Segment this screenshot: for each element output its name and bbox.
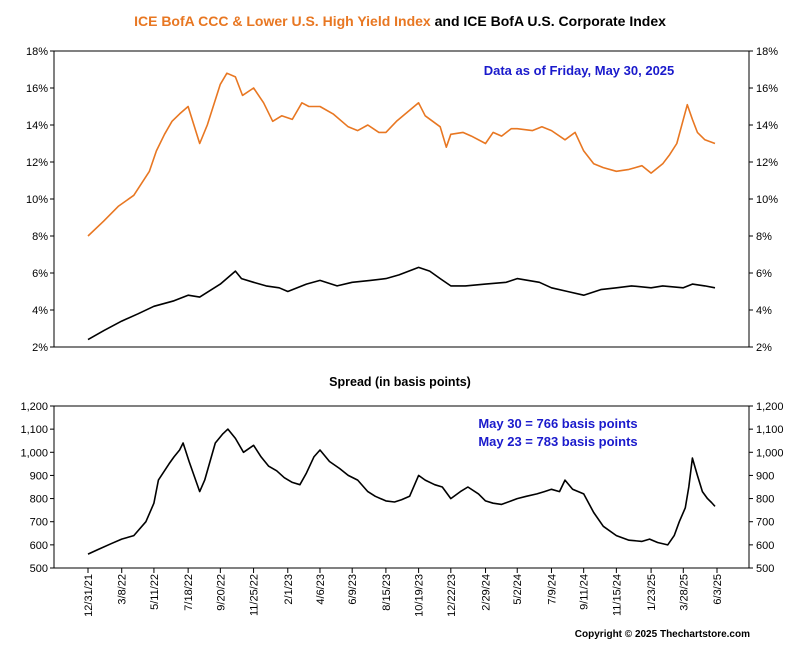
spread-note-may30: May 30 = 766 basis points <box>478 416 637 431</box>
x-tick-label: 1/23/25 <box>646 574 658 611</box>
bottom-y-tick-label-right: 1,000 <box>756 447 784 459</box>
x-tick-label: 11/15/24 <box>611 574 623 616</box>
x-tick-label: 8/15/23 <box>381 574 393 611</box>
top-y-tick-label-right: 2% <box>756 342 772 354</box>
bottom-y-tick-label-left: 1,200 <box>20 401 48 413</box>
bottom-y-tick-label-left: 1,000 <box>20 447 48 459</box>
top-y-tick-label-right: 12% <box>756 157 778 169</box>
bottom-y-tick-label-right: 1,200 <box>756 401 784 413</box>
chart-title-ccc: ICE BofA CCC & Lower U.S. High Yield Ind… <box>134 13 431 29</box>
x-tick-label: 2/29/24 <box>481 574 493 611</box>
top-plot-frame <box>53 50 750 348</box>
spread-title: Spread (in basis points) <box>329 375 471 389</box>
top-y-tick-label-left: 4% <box>32 305 48 317</box>
bottom-y-tick-label-left: 600 <box>30 540 48 552</box>
top-y-tick-label-right: 6% <box>756 268 772 280</box>
top-y-tick-label-left: 16% <box>26 83 48 95</box>
spread-note-may23: May 23 = 783 basis points <box>478 434 637 449</box>
copyright-text: Copyright © 2025 Thechartstore.com <box>575 629 750 640</box>
top-series-line-0 <box>87 72 716 237</box>
x-tick-label: 3/8/22 <box>117 574 129 605</box>
x-tick-label: 4/6/23 <box>315 574 327 605</box>
spread-series-line-0 <box>87 428 716 555</box>
bottom-series-group <box>87 428 716 555</box>
x-tick-label: 3/28/25 <box>678 574 690 611</box>
bottom-y-tick-label-left: 1,100 <box>20 424 48 436</box>
bottom-y-tick-label-right: 700 <box>756 517 774 529</box>
x-tick-label: 6/3/25 <box>712 574 724 605</box>
x-axis: 12/31/21 3/8/22 5/11/22 7/18/22 9/20/22 11/25… <box>83 568 724 617</box>
data-date-note: Data as of Friday, May 30, 2025 <box>484 63 675 78</box>
top-y-tick-label-left: 2% <box>32 342 48 354</box>
bottom-y-tick-label-right: 900 <box>756 470 774 482</box>
top-series-group <box>87 72 716 341</box>
top-y-tick-label-right: 10% <box>756 194 778 206</box>
top-y-tick-label-left: 18% <box>26 46 48 58</box>
x-tick-label: 12/22/23 <box>446 574 458 617</box>
bottom-y-tick-label-left: 700 <box>30 517 48 529</box>
x-tick-label: 9/20/22 <box>215 574 227 611</box>
top-y-tick-label-left: 10% <box>26 194 48 206</box>
x-tick-label: 6/9/23 <box>347 574 359 605</box>
x-tick-label: 7/18/22 <box>183 574 195 611</box>
bottom-y-tick-label-left: 800 <box>30 494 48 506</box>
bottom-y-tick-label-right: 800 <box>756 494 774 506</box>
x-tick-label: 5/2/24 <box>512 574 524 605</box>
bottom-y-tick-label-right: 600 <box>756 540 774 552</box>
bottom-y-axis: 500 500 600 600 700 700 800 800 900 900 1,000 1,000… <box>20 401 783 575</box>
chart-title: ICE BofA CCC & Lower U.S. High Yield Ind… <box>134 13 666 29</box>
chart-title-corporate: and ICE BofA U.S. Corporate Index <box>431 13 666 29</box>
top-y-tick-label-right: 18% <box>756 46 778 58</box>
bottom-y-tick-label-right: 500 <box>756 563 774 575</box>
x-tick-label: 5/11/22 <box>149 574 161 610</box>
bottom-y-tick-label-right: 1,100 <box>756 424 784 436</box>
top-series-line-1 <box>87 266 716 341</box>
x-tick-label: 12/31/21 <box>83 574 95 617</box>
top-y-axis: 2% 2% 4% 4% 6% 6% 8% 8% 10% 10% 12% 12% 14% 14% 16% 16%… <box>26 46 778 354</box>
bottom-y-tick-label-left: 500 <box>30 563 48 575</box>
x-tick-label: 2/1/23 <box>283 574 295 605</box>
top-y-tick-label-right: 4% <box>756 305 772 317</box>
x-tick-label: 9/11/24 <box>579 574 591 610</box>
top-y-tick-label-right: 8% <box>756 231 772 243</box>
bottom-y-tick-label-left: 900 <box>30 470 48 482</box>
x-tick-label: 10/19/23 <box>414 574 426 617</box>
top-y-tick-label-left: 6% <box>32 268 48 280</box>
top-y-tick-label-left: 12% <box>26 157 48 169</box>
bottom-plot-frame <box>53 405 750 569</box>
x-tick-label: 11/25/22 <box>249 574 261 616</box>
x-tick-label: 7/9/24 <box>546 574 558 605</box>
top-y-tick-label-left: 8% <box>32 231 48 243</box>
top-y-tick-label-left: 14% <box>26 120 48 132</box>
top-y-tick-label-right: 16% <box>756 83 778 95</box>
top-y-tick-label-right: 14% <box>756 120 778 132</box>
